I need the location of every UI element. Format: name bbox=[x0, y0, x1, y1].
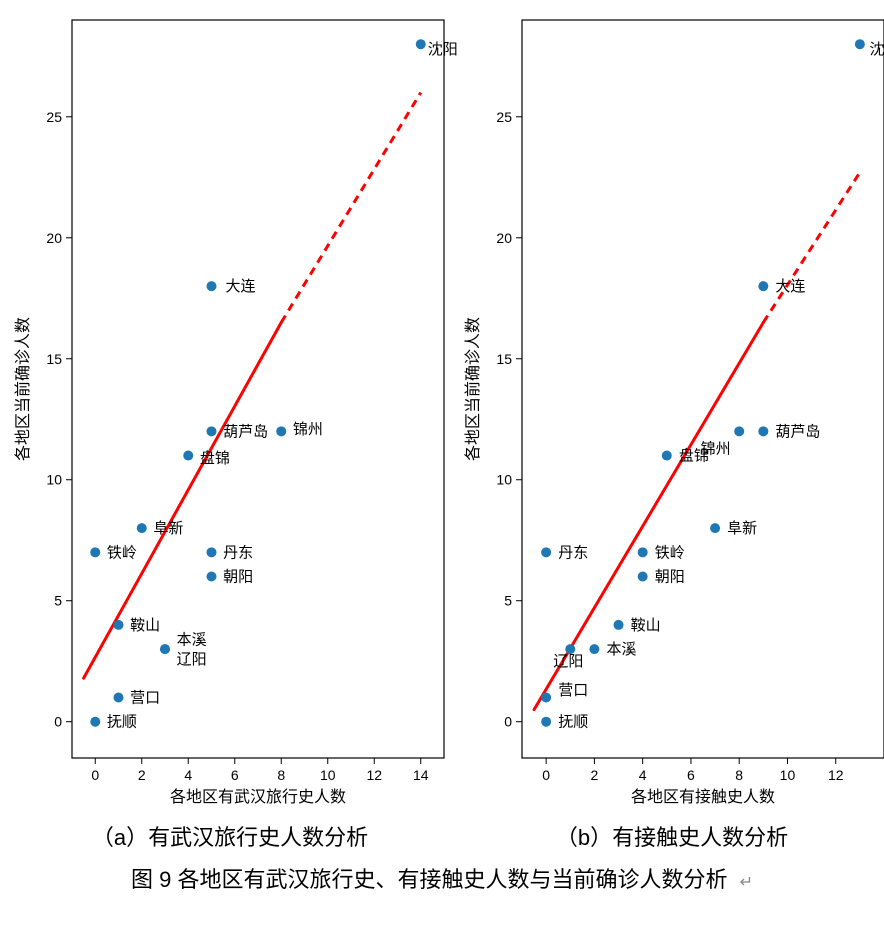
data-point bbox=[855, 39, 865, 49]
y-tick-label: 20 bbox=[496, 230, 512, 246]
x-tick-label: 14 bbox=[413, 767, 429, 783]
data-point-label: 葫芦岛 bbox=[223, 423, 268, 440]
y-tick-label: 15 bbox=[496, 351, 512, 367]
data-point-label: 大连 bbox=[775, 278, 805, 295]
y-tick-label: 25 bbox=[46, 109, 62, 125]
data-point bbox=[137, 523, 147, 533]
data-point-label: 大连 bbox=[225, 278, 255, 295]
x-tick-label: 0 bbox=[91, 767, 99, 783]
x-tick-label: 4 bbox=[639, 767, 647, 783]
data-point-label: 丹东 bbox=[223, 544, 253, 561]
data-point-label: 丹东 bbox=[558, 544, 588, 561]
y-tick-label: 20 bbox=[46, 230, 62, 246]
data-point-label: 阜新 bbox=[153, 520, 183, 537]
data-point-label: 盘锦 bbox=[679, 447, 709, 465]
data-point-label: 沈阳 bbox=[428, 41, 458, 58]
panel-b-svg: 0 2 4 6 8 10 12 0 5 10 15 20 25 各地区有接触史人数 各地区当前确诊人数 沈阳大… bbox=[460, 0, 884, 820]
figure-caption-text: 图 9 各地区有武汉旅行史、有接触史人数与当前确诊人数分析 bbox=[131, 867, 727, 892]
figure-container: 024681012140510152025各地区有武汉旅行史人数各地区当前确诊人… bbox=[0, 0, 884, 940]
data-point bbox=[207, 426, 217, 436]
data-point bbox=[638, 547, 648, 557]
y-tick-label: 25 bbox=[496, 109, 512, 125]
data-point-label: 沈阳 bbox=[870, 41, 884, 58]
data-point bbox=[183, 451, 193, 461]
data-point-label: 抚顺 bbox=[107, 714, 137, 731]
x-axis-label: 各地区有接触史人数 bbox=[631, 788, 775, 806]
y-axis-label: 各地区当前确诊人数 bbox=[14, 317, 32, 461]
y-tick-label: 5 bbox=[504, 593, 512, 609]
data-point-label: 朝阳 bbox=[223, 569, 253, 586]
subcaption-a: （a）有武汉旅行史人数分析 bbox=[0, 820, 460, 852]
data-point-label: 鞍山 bbox=[130, 617, 160, 634]
data-point-label: 营口 bbox=[558, 682, 588, 699]
plot-background bbox=[72, 20, 444, 758]
data-point bbox=[614, 620, 624, 630]
y-tick-label: 10 bbox=[46, 472, 62, 488]
y-tick-label: 0 bbox=[504, 714, 512, 730]
x-tick-label: 2 bbox=[138, 767, 146, 783]
data-point-label: 营口 bbox=[130, 690, 160, 707]
data-point bbox=[758, 426, 768, 436]
data-point bbox=[114, 620, 124, 630]
data-point bbox=[710, 523, 720, 533]
data-point bbox=[541, 717, 551, 727]
x-tick-label: 12 bbox=[828, 767, 844, 783]
data-point-label: 铁岭 bbox=[655, 544, 685, 561]
x-tick-label: 6 bbox=[231, 767, 239, 783]
data-point-label: 本溪 bbox=[177, 631, 207, 648]
x-tick-label: 8 bbox=[735, 767, 743, 783]
panel-b: 0 2 4 6 8 10 12 0 5 10 15 20 25 各地区有接触史人数 各地区当前确诊人数 沈阳大… bbox=[460, 0, 884, 820]
x-tick-label: 0 bbox=[542, 767, 550, 783]
data-point bbox=[734, 426, 744, 436]
panel-a-svg: 0 2 4 6 8 10 12 14 0 5 10 15 20 25 各地区有武汉旅行史人数 各地区当前确诊人… bbox=[0, 0, 460, 820]
y-tick-label: 10 bbox=[496, 472, 512, 488]
data-point-label: 朝阳 bbox=[655, 569, 685, 586]
data-point-label: 盘锦 bbox=[200, 449, 230, 467]
return-glyph-icon: ↵ bbox=[740, 874, 753, 891]
x-axis-label: 各地区有武汉旅行史人数 bbox=[170, 788, 346, 806]
data-point-label: 锦州 bbox=[293, 421, 323, 438]
y-tick-label: 15 bbox=[46, 351, 62, 367]
data-point bbox=[90, 717, 100, 727]
figure-caption: 图 9 各地区有武汉旅行史、有接触史人数与当前确诊人数分析 ↵ bbox=[0, 862, 884, 894]
subcaption-row: （a）有武汉旅行史人数分析 （b）有接触史人数分析 bbox=[0, 820, 884, 852]
data-point-label: 铁岭 bbox=[107, 544, 137, 561]
data-point bbox=[758, 281, 768, 291]
data-point-label: 辽阳 bbox=[177, 651, 207, 668]
y-tick-label: 0 bbox=[54, 714, 62, 730]
data-point bbox=[662, 451, 672, 461]
data-point-label: 抚顺 bbox=[558, 714, 588, 731]
panel-a: 0 2 4 6 8 10 12 14 0 5 10 15 20 25 各地区有武汉旅行史人数 各地区当前确诊人… bbox=[0, 0, 460, 820]
y-axis-label: 各地区当前确诊人数 bbox=[464, 317, 482, 461]
data-point-label: 阜新 bbox=[727, 520, 757, 537]
data-point-label: 辽阳 bbox=[553, 653, 583, 670]
subcaption-b: （b）有接触史人数分析 bbox=[460, 820, 884, 852]
data-point-label: 本溪 bbox=[606, 641, 636, 658]
data-point-label: 鞍山 bbox=[631, 617, 661, 634]
data-point bbox=[416, 39, 426, 49]
x-tick-label: 6 bbox=[687, 767, 695, 783]
data-point bbox=[207, 281, 217, 291]
data-point-label: 葫芦岛 bbox=[775, 423, 820, 440]
data-point bbox=[541, 547, 551, 557]
data-point bbox=[541, 693, 551, 703]
x-tick-label: 8 bbox=[277, 767, 285, 783]
x-tick-label: 4 bbox=[184, 767, 192, 783]
x-tick-label: 2 bbox=[591, 767, 599, 783]
x-tick-label: 10 bbox=[320, 767, 336, 783]
data-point bbox=[114, 693, 124, 703]
data-point bbox=[207, 547, 217, 557]
data-point bbox=[207, 572, 217, 582]
plot-background bbox=[522, 20, 884, 758]
data-point bbox=[160, 644, 170, 654]
y-tick-label: 5 bbox=[54, 593, 62, 609]
data-point bbox=[638, 572, 648, 582]
panels-row: 024681012140510152025各地区有武汉旅行史人数各地区当前确诊人… bbox=[0, 0, 884, 820]
x-tick-label: 12 bbox=[366, 767, 382, 783]
data-point bbox=[276, 426, 286, 436]
data-point bbox=[90, 547, 100, 557]
x-tick-label: 10 bbox=[780, 767, 796, 783]
data-point bbox=[589, 644, 599, 654]
